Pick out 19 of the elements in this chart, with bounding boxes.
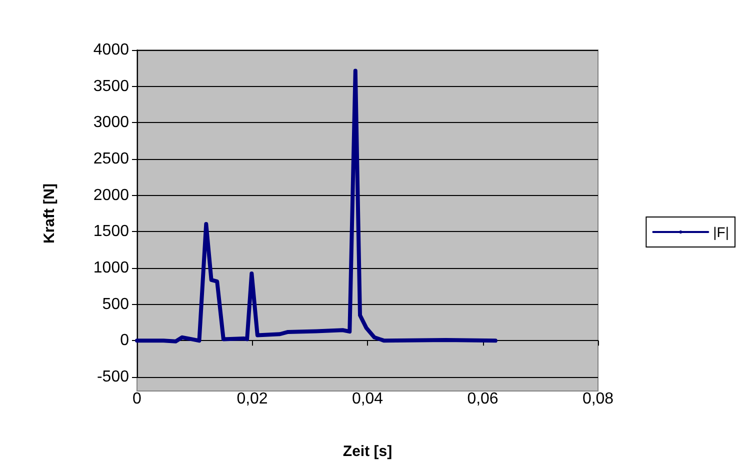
y-tick-label: 4000 <box>93 42 130 58</box>
x-tick-label: 0,06 <box>467 390 498 408</box>
y-axis-title: Kraft [N] <box>41 184 58 244</box>
line-series <box>135 68 498 344</box>
y-tick-label: 2500 <box>93 150 130 168</box>
y-tick-label: 3500 <box>93 78 130 95</box>
y-tick-label: 2000 <box>93 186 130 204</box>
x-tick-label: 0 <box>132 390 142 408</box>
y-tick-label: 0 <box>120 332 130 350</box>
y-tick-label: 500 <box>102 296 130 313</box>
x-axis-title: Zeit [s] <box>342 443 392 460</box>
x-tick-label: 0,04 <box>352 390 384 408</box>
y-tick-label: 3000 <box>93 114 130 132</box>
y-tick-label: 1000 <box>93 260 130 276</box>
legend-label: |F| <box>713 224 730 240</box>
x-tick-label: 0,08 <box>582 390 614 408</box>
y-tick-label: 1500 <box>93 223 130 240</box>
y-tick-label: -500 <box>96 368 130 386</box>
x-tick-label: 0,02 <box>236 390 268 408</box>
